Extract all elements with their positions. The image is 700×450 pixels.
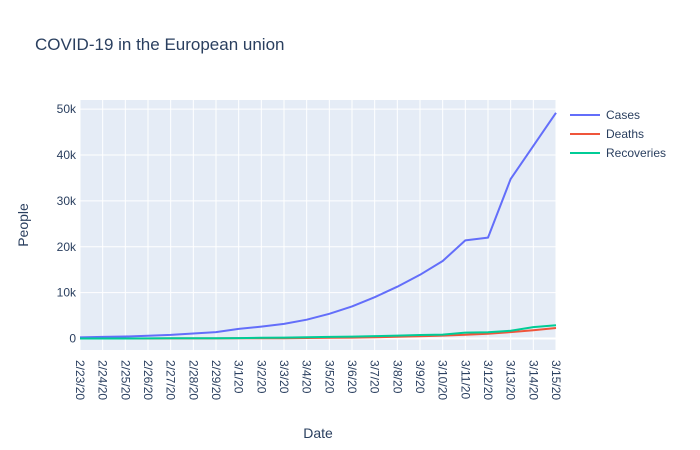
x-tick-label: 3/15/20 [549, 360, 563, 400]
x-tick-label: 3/14/20 [526, 360, 540, 400]
x-tick-label: 2/25/20 [118, 360, 132, 400]
x-tick-label: 2/26/20 [141, 360, 155, 400]
x-tick-label: 3/6/20 [345, 360, 359, 394]
y-tick-label: 50k [57, 102, 77, 116]
x-tick-label: 3/12/20 [481, 360, 495, 400]
y-tick-label: 10k [57, 286, 77, 300]
x-tick-label: 3/8/20 [390, 360, 404, 394]
series-lines [79, 112, 557, 340]
x-tick-label: 3/13/20 [504, 360, 518, 400]
y-ticks: 0 10k 20k 30k 40k 50k [57, 102, 77, 345]
x-tick-label: 2/24/20 [96, 360, 110, 400]
series-line-recoveries [80, 324, 557, 340]
x-tick-label: 3/3/20 [277, 360, 291, 394]
chart-title: COVID-19 in the European union [35, 35, 285, 54]
plot-area [80, 100, 556, 350]
x-tick-label: 3/4/20 [300, 360, 314, 394]
grid [79, 100, 557, 350]
x-tick-label: 2/28/20 [186, 360, 200, 400]
series-line-cases [79, 112, 557, 339]
legend-label: Deaths [606, 127, 644, 141]
x-tick-label: 3/11/20 [458, 360, 472, 399]
y-axis-title: People [15, 203, 31, 247]
x-tick-label: 3/9/20 [413, 360, 427, 394]
x-tick-label: 3/2/20 [254, 360, 268, 394]
y-tick-label: 30k [57, 194, 77, 208]
x-tick-label: 2/29/20 [209, 360, 223, 400]
legend: Cases Deaths Recoveries [570, 108, 666, 160]
x-tick-label: 3/10/20 [436, 360, 450, 400]
x-tick-label: 3/5/20 [322, 360, 336, 394]
x-ticks: 2/23/20 2/24/20 2/25/20 2/26/20 2/27/20 2/28/… [73, 360, 563, 400]
legend-label: Recoveries [606, 146, 666, 160]
x-tick-label: 3/1/20 [232, 360, 246, 394]
legend-label: Cases [606, 108, 640, 122]
x-tick-label: 3/7/20 [368, 360, 382, 394]
y-tick-label: 40k [57, 148, 77, 162]
y-tick-label: 0 [69, 332, 76, 346]
x-tick-label: 2/27/20 [164, 360, 178, 400]
x-tick-label: 2/23/20 [73, 360, 87, 400]
x-axis-title: Date [303, 425, 333, 441]
y-tick-label: 20k [57, 240, 77, 254]
